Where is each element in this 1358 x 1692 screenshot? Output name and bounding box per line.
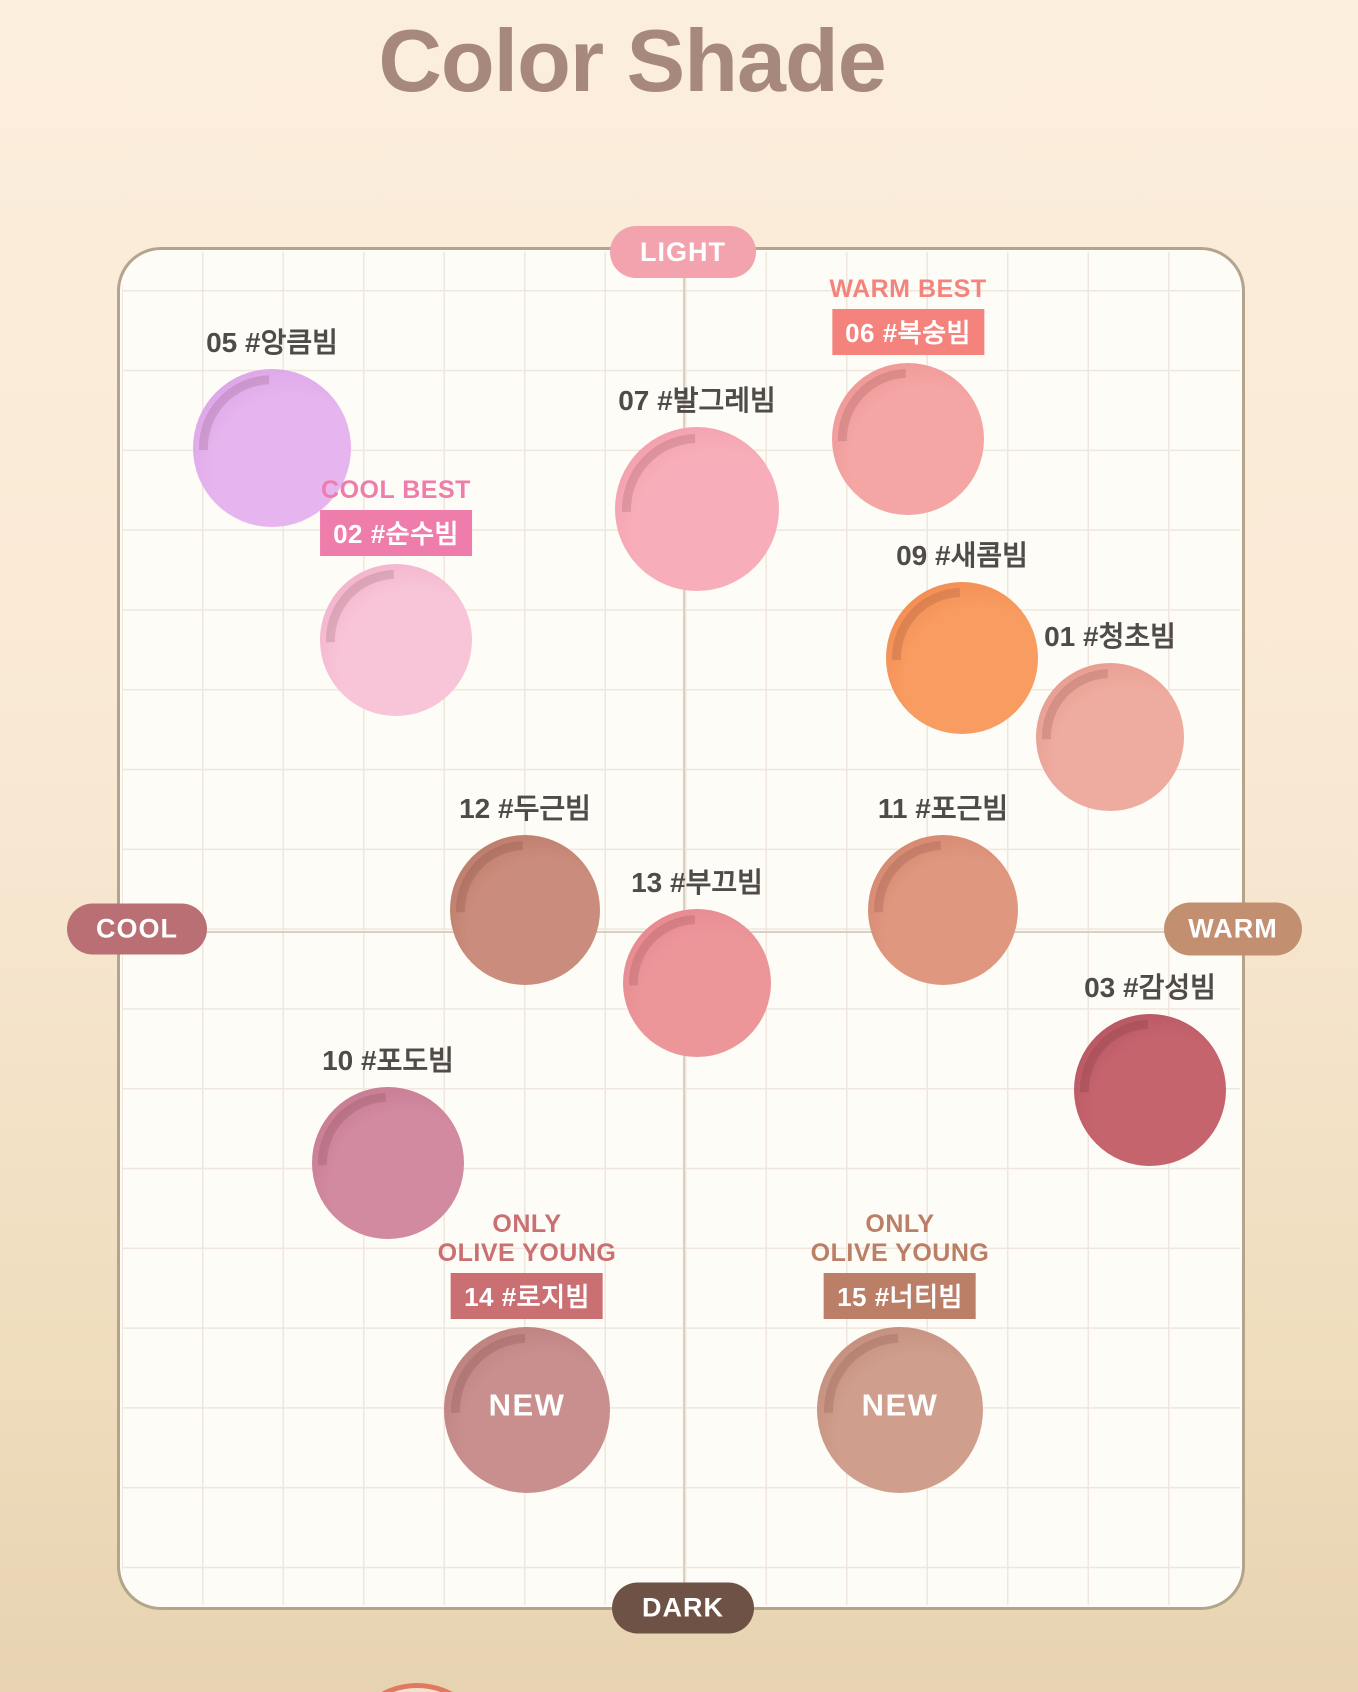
shade-11: 11 #포근빔	[845, 793, 1041, 1008]
new-badge: NEW	[861, 1387, 939, 1423]
axis-pill-cool: COOL	[67, 903, 207, 955]
shade-03: 03 #감성빔	[1051, 972, 1249, 1189]
shade-labels: WARM BEST 06 #복숭빔	[829, 275, 986, 355]
shade-swatch-circle	[289, 1064, 487, 1262]
swatch-swipe-shadow	[590, 402, 804, 616]
shade-swatch-circle	[809, 340, 1007, 538]
shade-swatch-circle	[297, 541, 495, 739]
swatch-swipe-shadow	[427, 812, 623, 1008]
shade-labels: 12 #두근빔	[459, 787, 591, 827]
swatch-swipe-shadow	[809, 340, 1007, 538]
cropped-product-arc	[342, 1683, 492, 1692]
shade-label: 03 #감성빔	[1084, 972, 1216, 1003]
shade-swatch-circle	[169, 345, 375, 551]
shade-label: 13 #부끄빔	[631, 867, 763, 898]
shade-badge: 14 #로지빔	[451, 1273, 603, 1319]
shade-swatch-circle	[1051, 991, 1249, 1189]
shade-labels: ONLY OLIVE YOUNG 15 #너티빔	[811, 1210, 990, 1319]
shade-07: 07 #발그레빔	[590, 385, 804, 616]
shade-swatch-circle	[427, 812, 623, 1008]
shade-badge: 06 #복숭빔	[832, 309, 984, 355]
swatch-swipe-shadow	[845, 812, 1041, 1008]
shade-12: 12 #두근빔	[427, 793, 623, 1008]
shade-15: ONLY OLIVE YOUNG 15 #너티빔 NEW	[792, 1210, 1008, 1518]
shade-labels: 07 #발그레빔	[618, 379, 776, 419]
shade-10: 10 #포도빔	[289, 1045, 487, 1262]
shade-swatch-circle	[1013, 640, 1207, 834]
shade-label: 10 #포도빔	[322, 1045, 454, 1076]
shade-labels: 03 #감성빔	[1084, 966, 1216, 1006]
swatch-swipe-shadow	[297, 541, 495, 739]
shade-swatch-circle: NEW	[792, 1302, 1008, 1518]
shade-badge: 02 #순수빔	[320, 510, 472, 556]
page-title: Color Shade	[378, 11, 886, 110]
shade-tag: WARM BEST	[829, 275, 987, 303]
shade-tag: ONLY OLIVE YOUNG	[437, 1210, 617, 1267]
shade-labels: 11 #포근빔	[878, 787, 1008, 827]
shade-swatch-circle	[863, 559, 1061, 757]
shade-05: 05 #앙큼빔	[169, 327, 375, 551]
swatch-swipe-shadow	[1013, 640, 1207, 834]
shade-labels: 10 #포도빔	[322, 1039, 454, 1079]
shade-labels: COOL BEST 02 #순수빔	[320, 476, 472, 556]
shade-labels: 09 #새콤빔	[896, 534, 1028, 574]
shade-label: 05 #앙큼빔	[206, 327, 338, 358]
shade-01: 01 #청초빔	[1013, 621, 1207, 834]
shade-badge: 15 #너티빔	[824, 1273, 976, 1319]
shade-tag: ONLY OLIVE YOUNG	[810, 1210, 990, 1267]
shade-06: WARM BEST 06 #복숭빔	[809, 275, 1007, 538]
shade-label: 07 #발그레빔	[618, 385, 776, 416]
shade-label: 01 #청초빔	[1044, 621, 1176, 652]
swatch-swipe-shadow	[600, 886, 794, 1080]
shade-labels: ONLY OLIVE YOUNG 14 #로지빔	[438, 1210, 617, 1319]
shade-labels: 01 #청초빔	[1044, 615, 1176, 655]
shade-swatch-circle	[590, 402, 804, 616]
shade-02: COOL BEST 02 #순수빔	[297, 476, 495, 739]
shade-swatch-circle	[600, 886, 794, 1080]
shade-09: 09 #새콤빔	[863, 540, 1061, 757]
shade-label: 12 #두근빔	[459, 793, 591, 824]
shade-13: 13 #부끄빔	[600, 867, 794, 1080]
shade-14: ONLY OLIVE YOUNG 14 #로지빔 NEW	[419, 1210, 635, 1518]
shade-label: 11 #포근빔	[877, 793, 1009, 824]
new-badge: NEW	[488, 1387, 566, 1423]
shade-labels: 13 #부끄빔	[631, 861, 763, 901]
shade-tag: COOL BEST	[321, 476, 471, 504]
shade-swatch-circle: NEW	[419, 1302, 635, 1518]
axis-pill-light: LIGHT	[610, 226, 756, 278]
shade-label: 09 #새콤빔	[896, 540, 1028, 571]
shade-swatch-circle	[845, 812, 1041, 1008]
shade-labels: 05 #앙큼빔	[206, 321, 338, 361]
axis-pill-warm: WARM	[1164, 902, 1302, 956]
swatch-swipe-shadow	[863, 559, 1061, 757]
axis-pill-dark: DARK	[612, 1582, 754, 1634]
swatch-swipe-shadow	[1051, 991, 1249, 1189]
